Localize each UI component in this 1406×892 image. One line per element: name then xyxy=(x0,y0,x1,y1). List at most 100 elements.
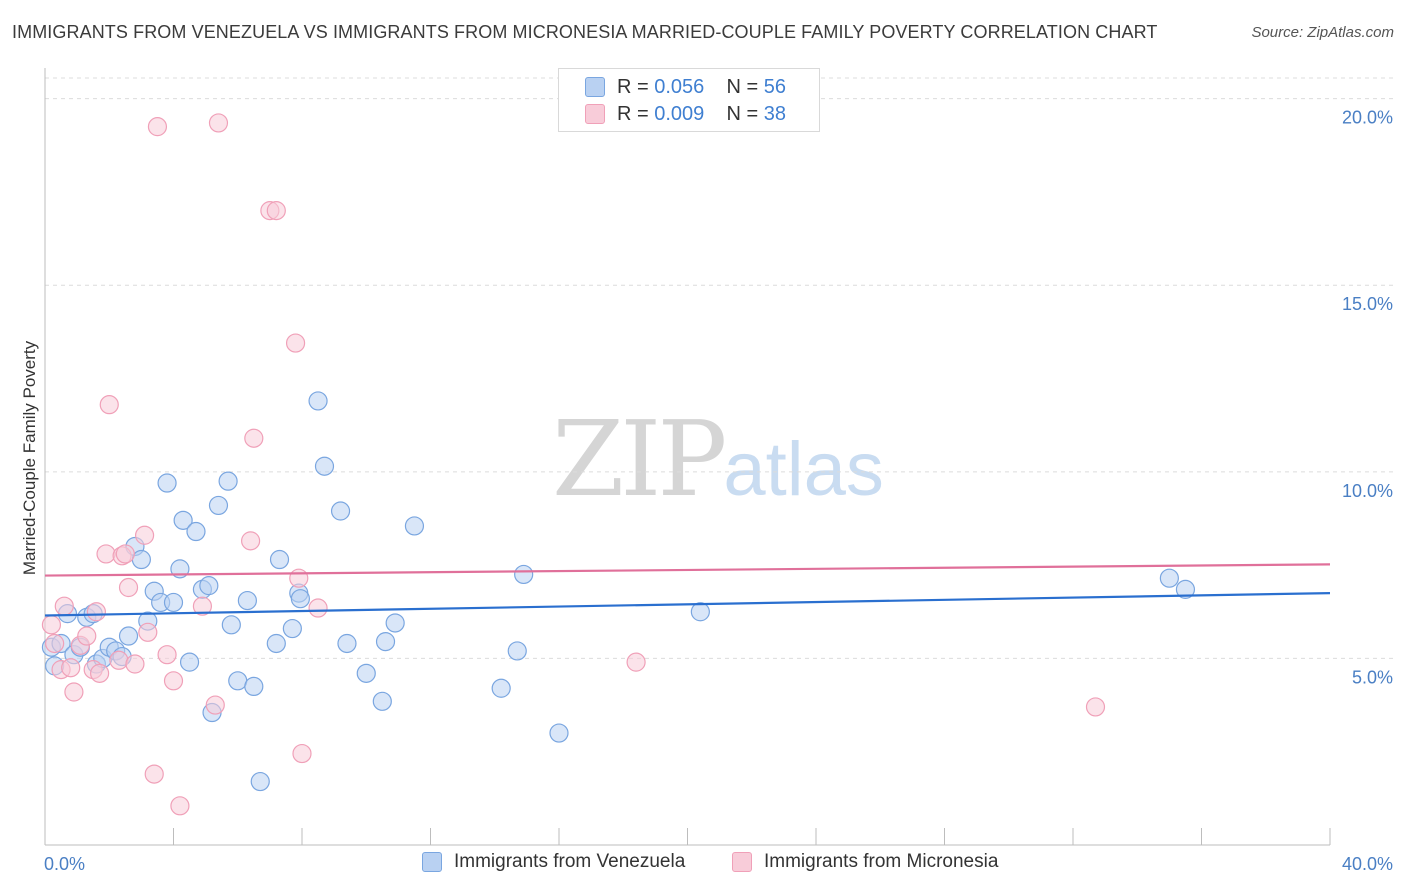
micronesia-point xyxy=(308,598,328,618)
legend-item-venezuela[interactable]: Immigrants from Venezuela xyxy=(422,851,685,873)
venezuela-point xyxy=(314,456,335,476)
micronesia-point xyxy=(109,650,129,670)
micronesia-point xyxy=(192,596,213,616)
venezuela-point xyxy=(690,602,710,622)
micronesia-point xyxy=(115,544,135,564)
micronesia-point xyxy=(292,743,312,764)
r-value-venezuela: 0.056 xyxy=(654,75,705,98)
micronesia-point xyxy=(45,633,65,654)
micronesia-point xyxy=(86,602,107,622)
venezuela-point xyxy=(290,589,310,609)
watermark-atlas: atlas xyxy=(723,427,884,512)
x-tick-label: 40.0% xyxy=(1342,854,1393,874)
r-label: R = xyxy=(617,102,649,125)
micronesia-point xyxy=(61,658,81,678)
micronesia-point xyxy=(138,622,158,642)
venezuela-point xyxy=(549,723,569,743)
chart-title: IMMIGRANTS FROM VENEZUELA VS IMMIGRANTS … xyxy=(12,22,1158,42)
micronesia-point xyxy=(157,645,177,665)
venezuela-point xyxy=(131,549,151,570)
venezuela-point xyxy=(266,633,286,654)
venezuela-point xyxy=(228,671,248,691)
micronesia-point xyxy=(118,577,139,598)
venezuela-point xyxy=(356,663,376,683)
micronesia-point xyxy=(41,615,62,635)
micronesia-point xyxy=(205,695,225,715)
watermark-zip: ZIP xyxy=(552,398,727,520)
venezuela-point xyxy=(208,495,229,516)
venezuela-point xyxy=(1159,568,1179,588)
micronesia-point xyxy=(144,764,164,784)
y-tick-label: 15.0% xyxy=(1342,294,1393,314)
legend-label-venezuela: Immigrants from Venezuela xyxy=(454,851,686,872)
x-tick-label: 0.0% xyxy=(44,854,85,874)
venezuela-point xyxy=(218,471,238,491)
venezuela-point xyxy=(163,592,184,613)
venezuela-point xyxy=(330,501,351,521)
venezuela-point xyxy=(1175,579,1196,599)
venezuela-point xyxy=(375,632,396,652)
venezuela-point xyxy=(237,590,257,611)
venezuela-point xyxy=(282,618,302,639)
y-tick-label: 5.0% xyxy=(1352,667,1393,687)
venezuela-point xyxy=(337,633,357,654)
venezuela-point xyxy=(157,473,177,493)
micronesia-point xyxy=(99,395,119,415)
series-legend: Immigrants from Venezuela Immigrants fro… xyxy=(0,851,1406,877)
micronesia-point xyxy=(147,117,168,137)
micronesia-point xyxy=(54,596,74,616)
venezuela-point xyxy=(221,615,241,635)
watermark: ZIPatlas xyxy=(552,398,884,520)
micronesia-point xyxy=(125,654,145,674)
venezuela-point xyxy=(507,641,527,661)
legend-swatch-micronesia xyxy=(732,852,752,872)
micronesia-point xyxy=(266,201,286,221)
r-label: R = xyxy=(617,75,649,98)
micronesia-point xyxy=(163,671,184,691)
venezuela-point xyxy=(179,652,200,672)
r-value-micronesia: 0.009 xyxy=(654,102,705,125)
legend-label-micronesia: Immigrants from Micronesia xyxy=(764,851,999,872)
venezuela-point xyxy=(250,771,270,792)
source-label: Source: ZipAtlas.com xyxy=(1251,24,1394,41)
venezuela-point xyxy=(385,613,405,633)
swatch-micronesia xyxy=(585,104,605,124)
micronesia-point xyxy=(285,333,306,353)
micronesia-point xyxy=(96,544,116,564)
swatch-venezuela xyxy=(585,77,605,97)
venezuela-point xyxy=(404,516,425,536)
stats-row-micronesia: R = 0.009 N = 38 xyxy=(585,102,786,126)
venezuela-point xyxy=(186,521,206,542)
venezuela-trend-line xyxy=(44,592,1331,617)
micronesia-point xyxy=(1085,697,1106,717)
legend-item-micronesia[interactable]: Immigrants from Micronesia xyxy=(732,851,998,873)
micronesia-point xyxy=(64,682,84,702)
n-label: N = xyxy=(726,75,759,98)
n-label: N = xyxy=(726,102,759,125)
micronesia-trend-line xyxy=(44,563,1331,577)
micronesia-point xyxy=(244,428,264,448)
venezuela-point xyxy=(173,510,193,530)
micronesia-point xyxy=(90,663,110,683)
venezuela-point xyxy=(308,391,328,411)
micronesia-point xyxy=(289,568,309,588)
micronesia-point xyxy=(134,525,155,545)
venezuela-point xyxy=(118,626,139,646)
micronesia-point xyxy=(626,652,646,672)
legend-swatch-venezuela xyxy=(422,852,442,872)
n-value-micronesia: 38 xyxy=(763,102,787,125)
y-tick-label: 10.0% xyxy=(1342,481,1393,501)
venezuela-point xyxy=(491,678,511,698)
n-value-venezuela: 56 xyxy=(763,75,787,98)
venezuela-point xyxy=(372,691,392,711)
y-tick-label: 20.0% xyxy=(1342,108,1393,128)
micronesia-point xyxy=(241,531,261,551)
micronesia-point xyxy=(170,796,190,816)
micronesia-point xyxy=(77,626,97,646)
venezuela-point xyxy=(514,564,534,585)
micronesia-point xyxy=(208,113,229,133)
venezuela-point xyxy=(199,576,219,596)
stats-legend: R = 0.056 N = 56 R = 0.009 N = 38 xyxy=(558,68,820,132)
venezuela-point xyxy=(269,549,290,570)
